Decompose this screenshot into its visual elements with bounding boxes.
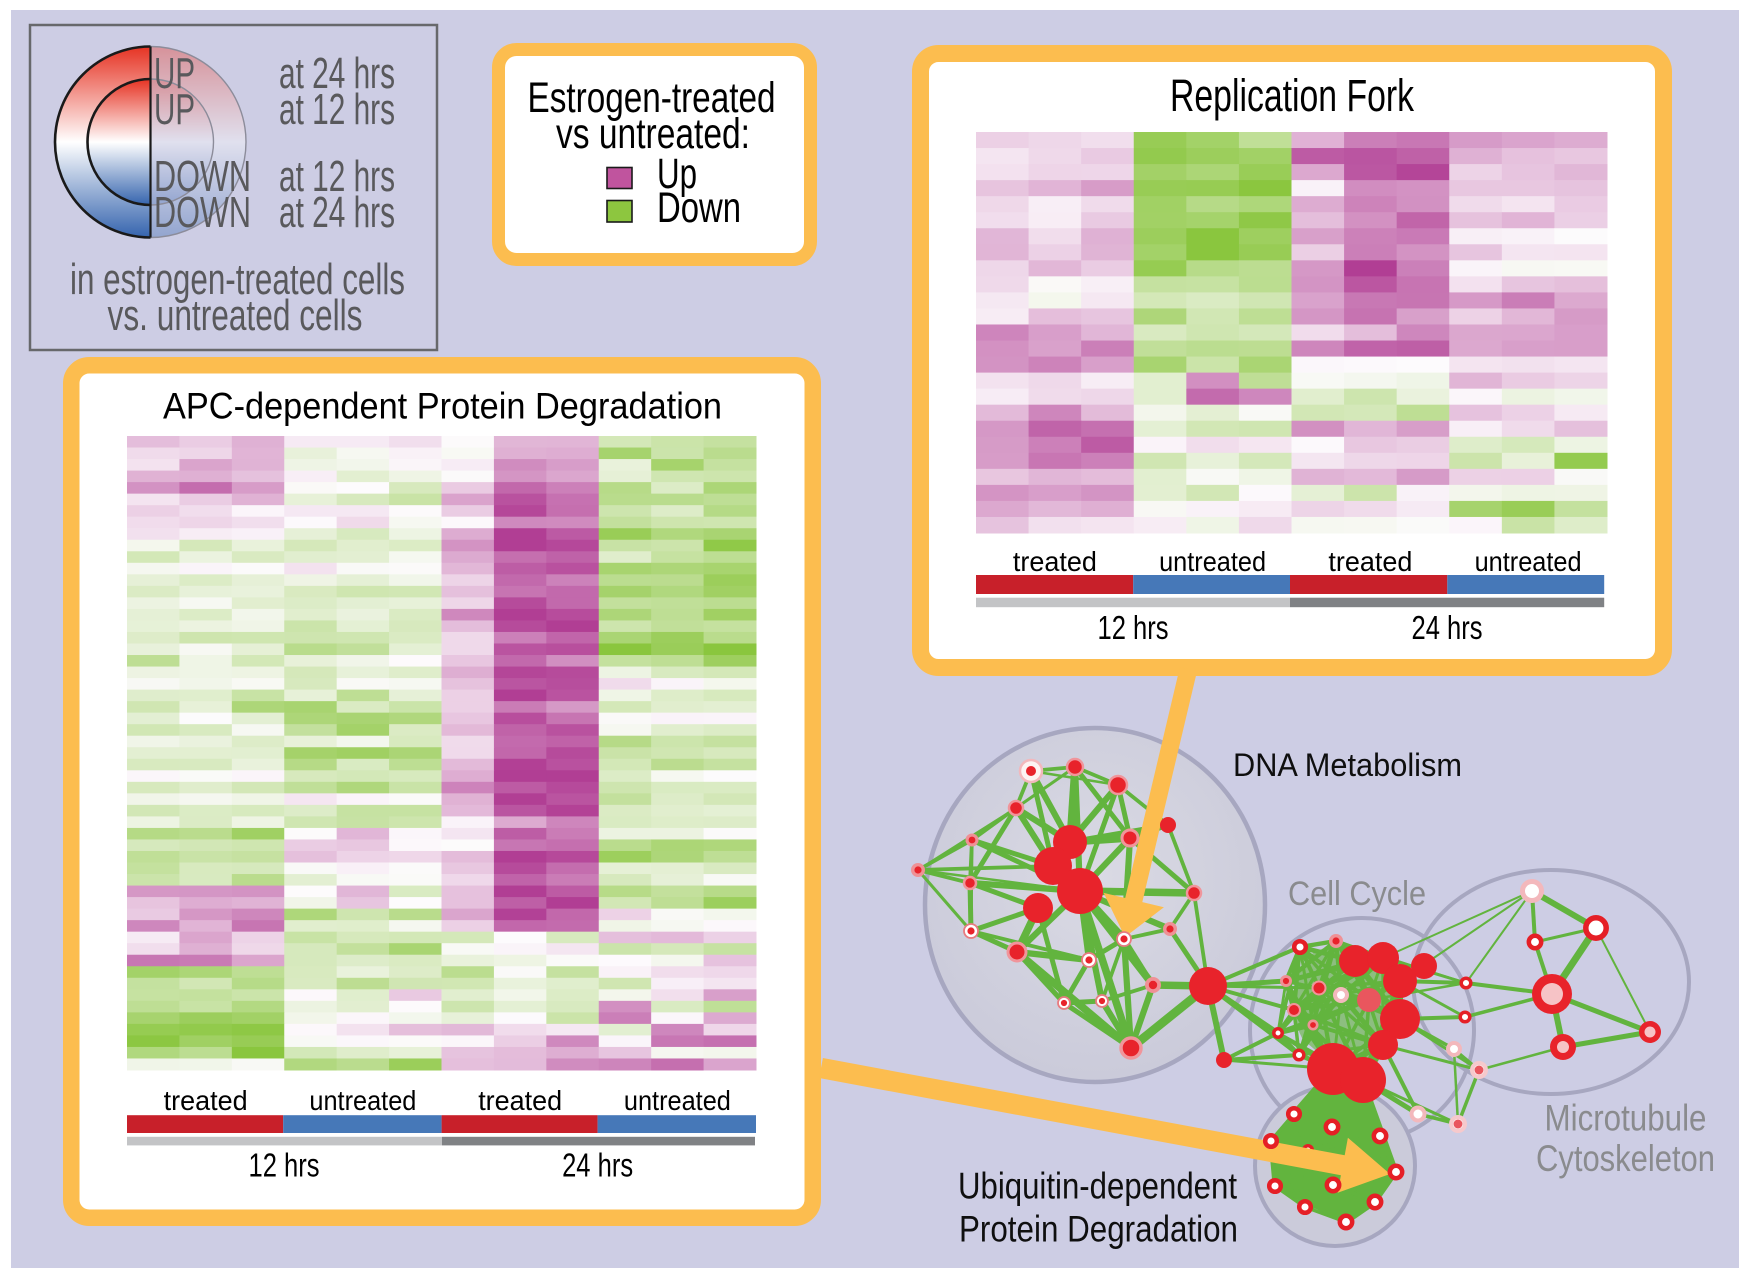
svg-text:Replication Fork: Replication Fork (1170, 70, 1414, 121)
svg-text:Cytoskeleton: Cytoskeleton (1536, 1138, 1715, 1179)
svg-text:Up: Up (657, 150, 697, 198)
svg-text:UP: UP (154, 85, 195, 134)
svg-text:vs. untreated cells: vs. untreated cells (108, 291, 363, 340)
svg-text:untreated: untreated (309, 1085, 416, 1116)
svg-text:12 hrs: 12 hrs (249, 1147, 320, 1184)
svg-text:untreated: untreated (624, 1085, 731, 1116)
svg-text:at 24 hrs: at 24 hrs (279, 188, 395, 237)
svg-text:treated: treated (1013, 546, 1097, 577)
svg-text:vs untreated:: vs untreated: (556, 110, 750, 158)
svg-text:Cell Cycle: Cell Cycle (1288, 875, 1426, 913)
svg-text:treated: treated (478, 1085, 562, 1116)
svg-text:Protein Degradation: Protein Degradation (959, 1208, 1238, 1249)
svg-text:treated: treated (1328, 546, 1412, 577)
svg-text:12 hrs: 12 hrs (1098, 609, 1169, 646)
svg-text:at 24 hrs: at 24 hrs (279, 49, 395, 98)
svg-text:UP: UP (154, 49, 195, 98)
svg-text:Microtubule: Microtubule (1545, 1098, 1707, 1139)
svg-text:24 hrs: 24 hrs (1412, 609, 1483, 646)
svg-text:DOWN: DOWN (154, 188, 251, 237)
svg-text:APC-dependent Protein Degradat: APC-dependent Protein Degradation (163, 386, 722, 427)
svg-text:at 12 hrs: at 12 hrs (279, 85, 395, 134)
svg-text:DNA Metabolism: DNA Metabolism (1233, 747, 1462, 783)
svg-text:untreated: untreated (1475, 546, 1582, 577)
svg-text:24 hrs: 24 hrs (562, 1147, 633, 1184)
svg-text:Down: Down (657, 184, 741, 232)
svg-text:in estrogen-treated cells: in estrogen-treated cells (70, 255, 405, 304)
svg-text:untreated: untreated (1159, 546, 1266, 577)
svg-text:DOWN: DOWN (154, 152, 251, 201)
svg-text:Ubiquitin-dependent: Ubiquitin-dependent (958, 1166, 1238, 1207)
svg-text:at 12 hrs: at 12 hrs (279, 152, 395, 201)
svg-text:treated: treated (164, 1085, 248, 1116)
svg-text:Estrogen-treated: Estrogen-treated (528, 74, 776, 122)
